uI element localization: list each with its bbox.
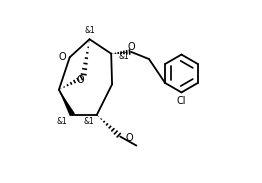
Polygon shape [59, 90, 75, 116]
Text: O: O [58, 52, 66, 62]
Text: &1: &1 [84, 117, 95, 126]
Text: O: O [125, 133, 133, 143]
Text: &1: &1 [57, 117, 68, 126]
Text: Cl: Cl [177, 96, 186, 106]
Text: O: O [76, 75, 84, 85]
Text: &1: &1 [118, 52, 129, 61]
Text: O: O [127, 42, 135, 52]
Text: &1: &1 [84, 26, 95, 35]
